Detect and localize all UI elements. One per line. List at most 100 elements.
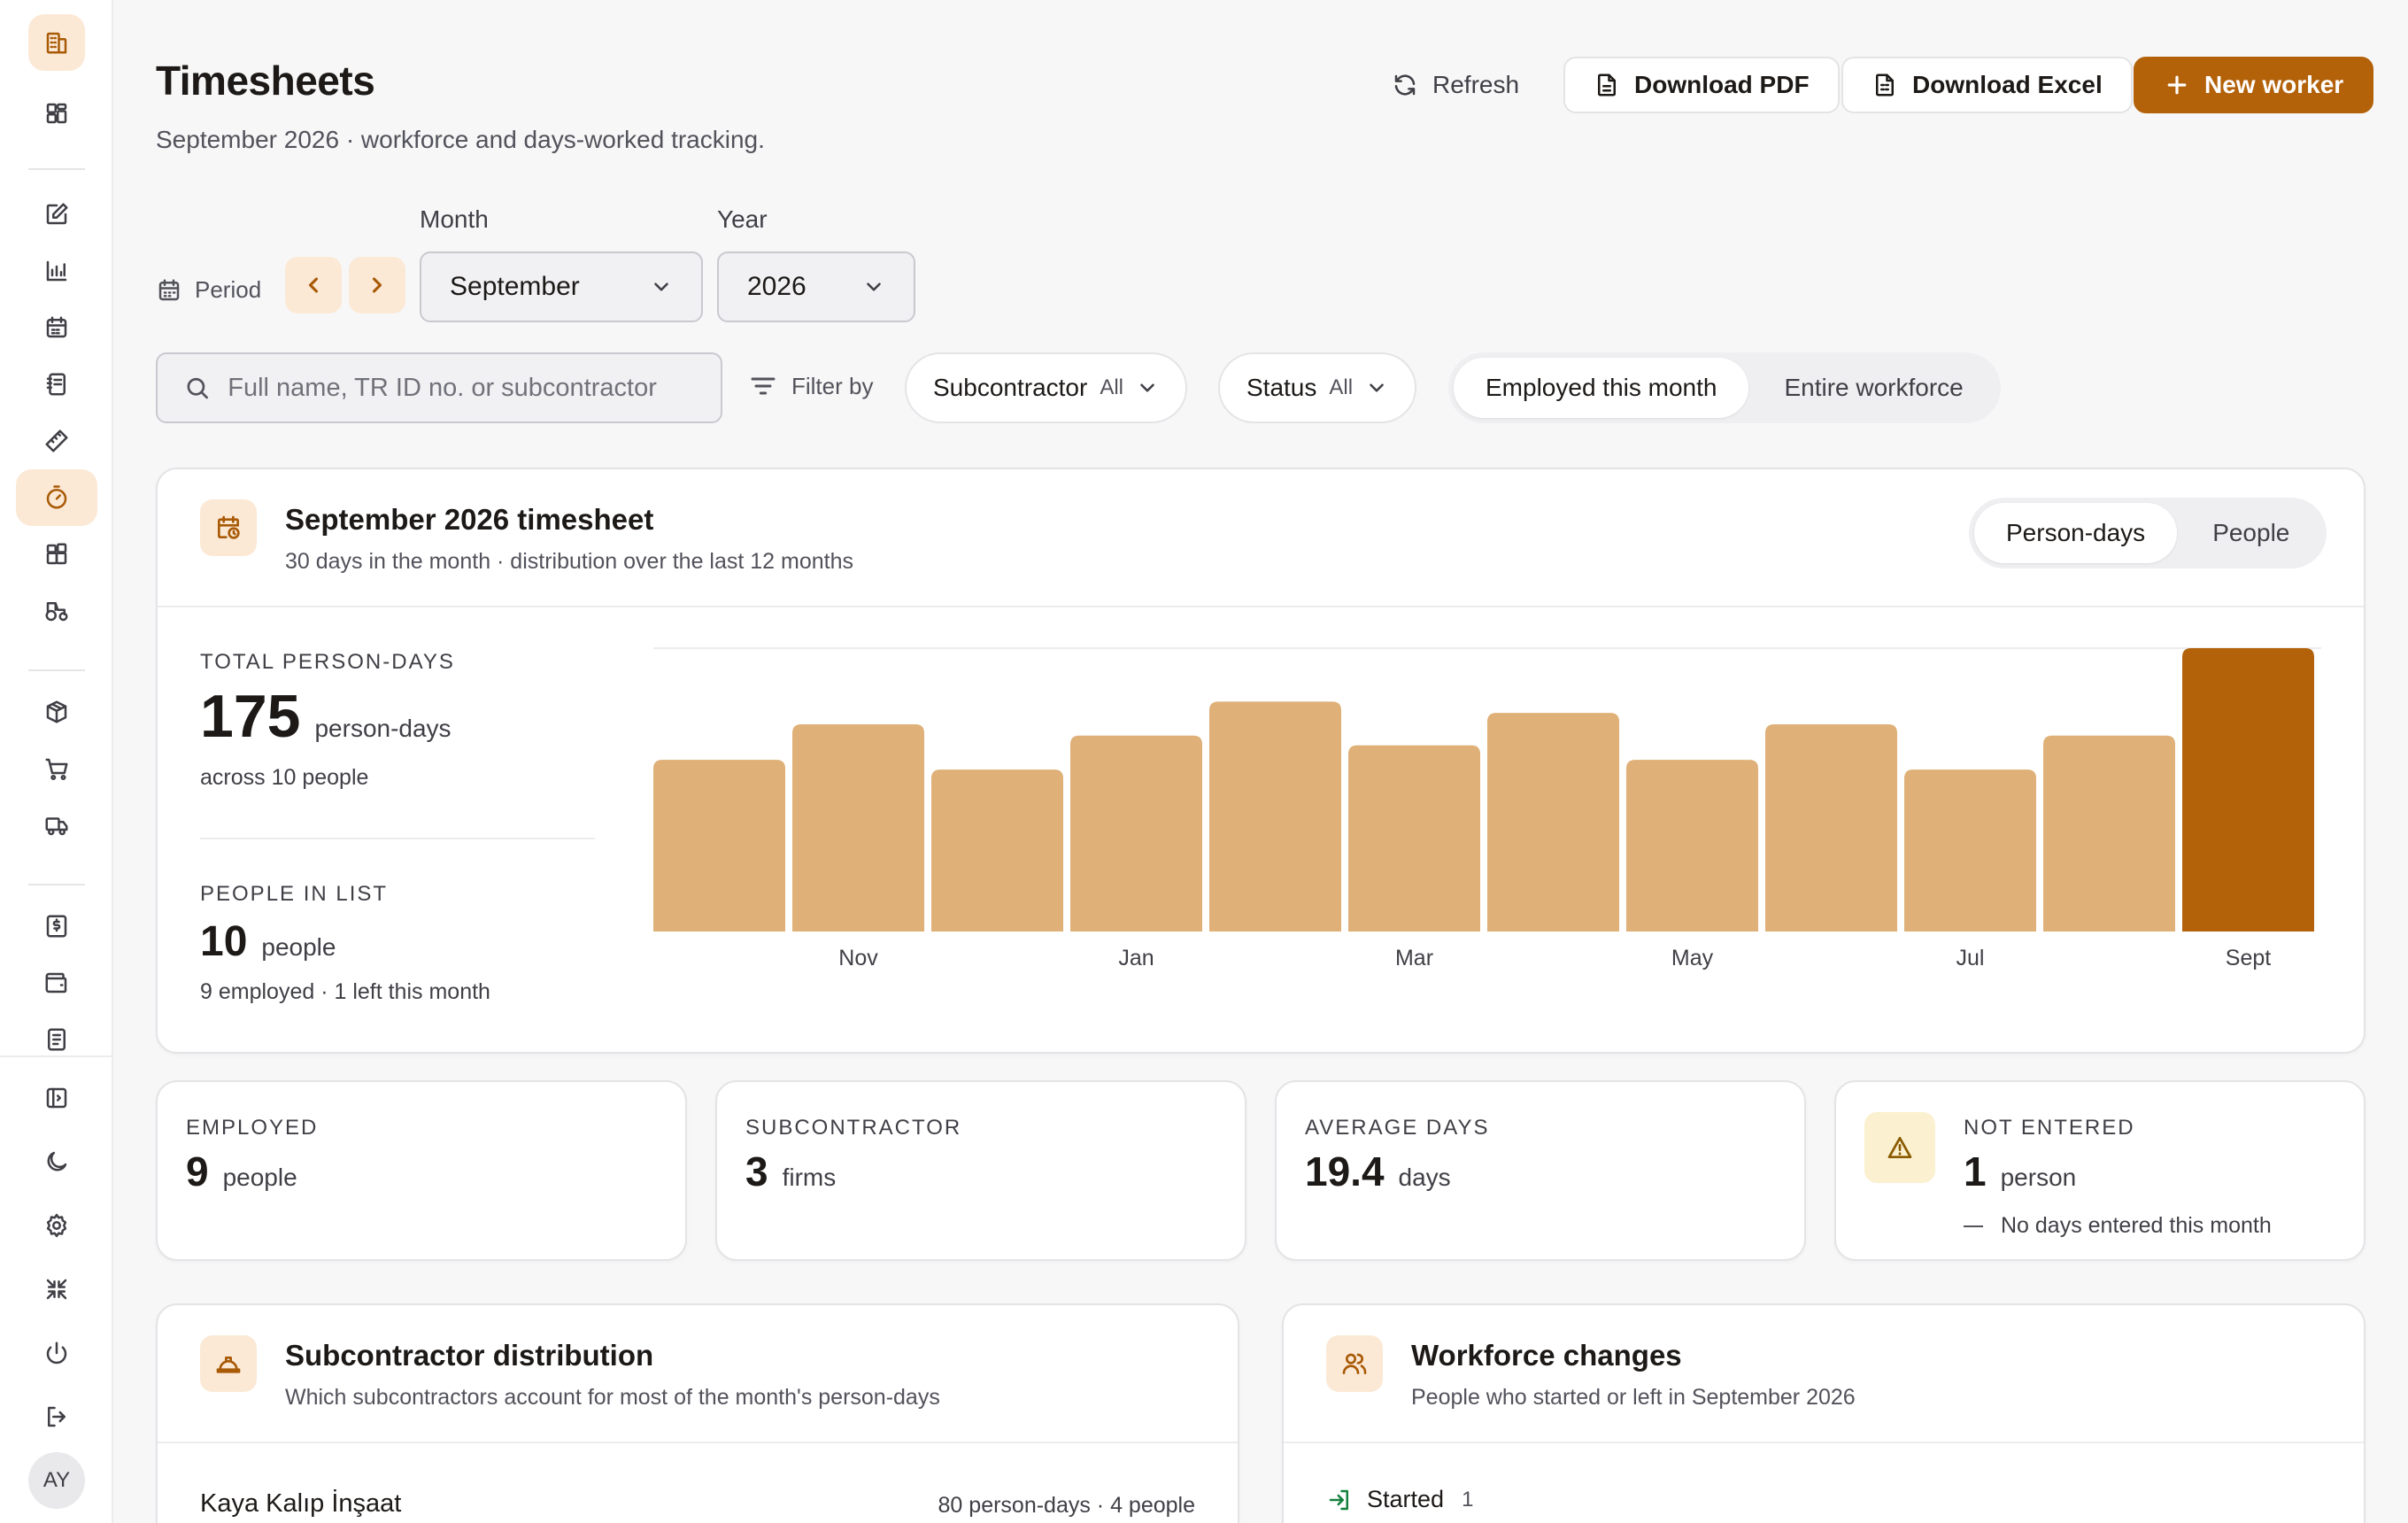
timer-icon[interactable] — [16, 469, 97, 526]
kpi-divider — [200, 838, 595, 839]
chart-bar-oct[interactable] — [653, 760, 785, 932]
subcontractor-filter[interactable]: Subcontractor All — [905, 352, 1187, 423]
chart-tick-label: May — [1671, 946, 1714, 970]
chart-bar-jan[interactable] — [1070, 735, 1202, 932]
filter-icon — [751, 377, 776, 395]
card-divider — [158, 606, 2364, 607]
workforce-changes-subtitle: People who started or left in September … — [1411, 1385, 1856, 1410]
wallet-icon[interactable] — [28, 955, 85, 1011]
bar-chart-icon[interactable] — [28, 243, 85, 299]
download-excel-label: Download Excel — [1912, 71, 2103, 98]
month-value: September — [450, 272, 580, 301]
users-icon — [1326, 1335, 1383, 1392]
chart-bar-aug[interactable] — [2043, 735, 2175, 932]
chart-tick-label: Nov — [838, 946, 878, 970]
stat-value-group: 1 person — [1964, 1148, 2076, 1195]
year-label: Year — [717, 205, 768, 233]
search-box — [156, 352, 722, 423]
filter-by-text: Filter by — [791, 372, 874, 399]
stat-label: SUBCONTRACTOR — [745, 1116, 962, 1140]
chart-tick-label: Mar — [1395, 946, 1433, 970]
sidebar-divider — [28, 168, 85, 170]
chart-bar-dec[interactable] — [931, 769, 1063, 932]
new-worker-label: New worker — [2204, 71, 2344, 98]
chart-bar-apr[interactable] — [1487, 713, 1619, 932]
card-divider — [158, 1442, 1238, 1443]
total-person-days-unit: person-days — [314, 715, 452, 742]
calendar-icon[interactable] — [28, 299, 85, 356]
subcontractor-distribution-card: Subcontractor distribution Which subcont… — [156, 1303, 1239, 1523]
scope-option-employed[interactable]: Employed this month — [1454, 358, 1749, 418]
people-in-list-label: PEOPLE IN LIST — [200, 882, 389, 906]
chart-bar-sept[interactable] — [2182, 648, 2314, 932]
moon-icon[interactable] — [28, 1133, 85, 1190]
notebook-icon[interactable] — [28, 356, 85, 413]
previous-month-button[interactable] — [285, 257, 342, 313]
dashboard-icon[interactable] — [28, 85, 85, 142]
total-person-days-note: across 10 people — [200, 765, 369, 790]
workforce-changes-title: Workforce changes — [1411, 1339, 1682, 1372]
stat-unit: people — [222, 1164, 297, 1191]
stat-unit: firms — [782, 1164, 837, 1191]
stat-note-text: No days entered this month — [2001, 1213, 2272, 1238]
document-icon[interactable] — [28, 1011, 85, 1068]
chevron-right-icon — [372, 277, 382, 293]
stat-value-group: 3 firms — [745, 1148, 836, 1195]
panel-icon[interactable] — [28, 1070, 85, 1126]
search-input[interactable] — [228, 373, 694, 403]
chart-bar-mar[interactable] — [1348, 745, 1480, 932]
power-icon[interactable] — [28, 1325, 85, 1381]
chart-bar-jun[interactable] — [1765, 723, 1897, 932]
stat-label: NOT ENTERED — [1964, 1116, 2135, 1140]
ruler-icon[interactable] — [28, 413, 85, 469]
timesheet-title: September 2026 timesheet — [285, 503, 654, 536]
truck-icon[interactable] — [28, 797, 85, 854]
download-pdf-button[interactable]: Download PDF — [1563, 57, 1840, 113]
status-filter-label: Status — [1246, 374, 1317, 401]
blocks-icon[interactable] — [28, 526, 85, 583]
status-filter[interactable]: Status All — [1218, 352, 1417, 423]
stat-value: 19.4 — [1305, 1148, 1385, 1194]
avatar[interactable]: AY — [28, 1452, 85, 1509]
chart-tick-label: Jul — [1956, 946, 1985, 970]
sidebar: AY — [0, 0, 113, 1523]
sidebar-divider — [28, 884, 85, 885]
new-worker-button[interactable]: New worker — [2134, 57, 2374, 113]
cart-icon[interactable] — [28, 740, 85, 797]
spreadsheet-icon — [1876, 73, 1894, 97]
year-value: 2026 — [747, 272, 807, 301]
total-person-days-value: 175 — [200, 683, 301, 750]
chart-bar-jul[interactable] — [1904, 769, 2036, 932]
receipt-icon[interactable] — [28, 898, 85, 955]
metric-option-person-days[interactable]: Person-days — [1974, 503, 2178, 563]
metric-option-people[interactable]: People — [2212, 519, 2290, 546]
year-select[interactable]: 2026 — [717, 251, 915, 322]
stat-value: 3 — [745, 1148, 768, 1194]
logout-icon[interactable] — [28, 1388, 85, 1445]
download-excel-button[interactable]: Download Excel — [1841, 57, 2133, 113]
refresh-button[interactable]: Refresh — [1374, 57, 1537, 113]
month-select[interactable]: September — [420, 251, 703, 322]
login-icon — [1329, 1489, 1348, 1510]
scope-toggle: Employed this month Entire workforce — [1448, 352, 2001, 423]
people-in-list-unit: people — [261, 933, 336, 961]
chevron-down-icon — [654, 282, 668, 291]
search-icon — [187, 377, 208, 399]
scope-option-entire[interactable]: Entire workforce — [1784, 374, 1964, 401]
chart-bar-may[interactable] — [1626, 760, 1758, 932]
settings-icon[interactable] — [28, 1197, 85, 1254]
period-text: Period — [195, 276, 262, 303]
chart-tick-label: Jan — [1118, 946, 1154, 970]
people-in-list-value: 10 — [200, 918, 248, 965]
tractor-icon[interactable] — [28, 583, 85, 639]
edit-icon[interactable] — [28, 186, 85, 243]
next-month-button[interactable] — [349, 257, 405, 313]
dash-icon — [1964, 1225, 1983, 1227]
package-icon[interactable] — [28, 684, 85, 740]
collapse-icon[interactable] — [28, 1261, 85, 1318]
subcontractor-distribution-title: Subcontractor distribution — [285, 1339, 654, 1372]
chart-bar-feb[interactable] — [1209, 701, 1341, 932]
stat-value-group: 19.4 days — [1305, 1148, 1451, 1195]
chart-bar-nov[interactable] — [792, 723, 924, 932]
building-icon[interactable] — [28, 14, 85, 71]
